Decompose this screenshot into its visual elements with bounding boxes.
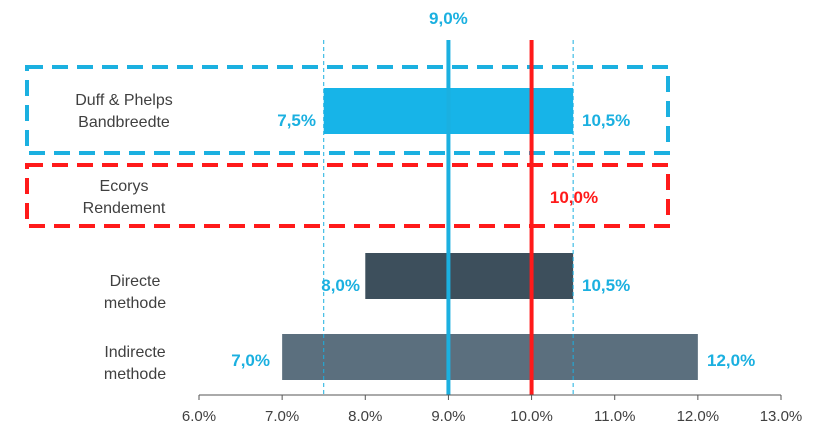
dashed-box-row-0 [25,65,670,155]
row-label-1-0: Ecorys [100,178,149,195]
x-tick-label-0: 6.0% [182,408,216,425]
row-label-1-1: Rendement [83,200,166,217]
x-tick-label-7: 13.0% [760,408,803,425]
reference-label-0: 9,0% [429,9,468,28]
end-value-label-3: 12,0% [707,351,755,370]
x-tick-label-4: 10.0% [510,408,553,425]
x-tick-label-1: 7.0% [265,408,299,425]
bar-row-3 [282,334,698,380]
row-label-3-0: Indirecte [104,344,165,361]
start-value-label-3: 7,0% [231,351,270,370]
row-label-0-0: Duff & Phelps [75,92,173,109]
row-label-2-1: methode [104,295,166,312]
x-tick-label-5: 11.0% [594,408,635,425]
row-label-0-1: Bandbreedte [78,114,170,131]
x-tick-label-2: 8.0% [348,408,382,425]
end-value-label-0: 10,5% [582,111,630,130]
start-value-label-2: 8,0% [321,276,360,295]
end-value-label-2: 10,5% [582,276,630,295]
row-label-2-0: Directe [110,273,161,290]
bar-row-2 [365,253,574,299]
start-value-label-0: 7,5% [277,111,316,130]
x-tick-label-3: 9.0% [431,408,465,425]
value-label-1: 10,0% [550,188,598,207]
x-tick-label-6: 12.0% [677,408,720,425]
row-label-3-1: methode [104,366,166,383]
